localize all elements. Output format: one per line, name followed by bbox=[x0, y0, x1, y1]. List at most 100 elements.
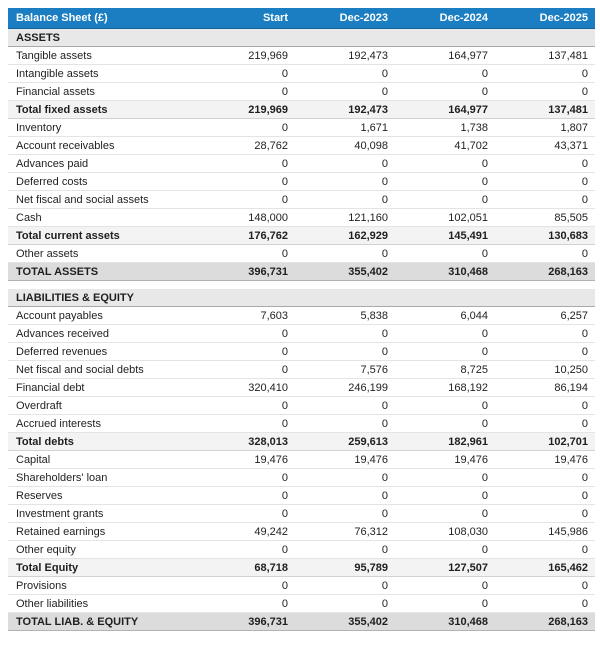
row-value: 0 bbox=[495, 540, 595, 559]
table-row: Deferred revenues 0 0 0 0 bbox=[8, 342, 595, 361]
row-value: 0 bbox=[295, 244, 395, 263]
row-value: 0 bbox=[295, 468, 395, 487]
table-row: Retained earnings 49,242 76,312 108,030 145,… bbox=[8, 522, 595, 541]
row-value: 40,098 bbox=[295, 136, 395, 155]
row-value: 7,603 bbox=[195, 306, 295, 325]
row-value: 0 bbox=[495, 172, 595, 191]
row-value: 10,250 bbox=[495, 360, 595, 379]
row-value: 0 bbox=[495, 64, 595, 83]
row-value: 5,838 bbox=[295, 306, 395, 325]
row-label: Tangible assets bbox=[8, 46, 195, 65]
row-value: 328,013 bbox=[195, 432, 295, 451]
row-value: 0 bbox=[495, 504, 595, 523]
row-value: 310,468 bbox=[395, 612, 495, 631]
row-value: 0 bbox=[395, 324, 495, 343]
row-value: 0 bbox=[395, 396, 495, 415]
row-value: 0 bbox=[395, 172, 495, 191]
subtotal-row: Total Equity 68,718 95,789 127,507 165,462 bbox=[8, 558, 595, 577]
row-value: 0 bbox=[495, 190, 595, 209]
row-value: 127,507 bbox=[395, 558, 495, 577]
row-value: 0 bbox=[295, 64, 395, 83]
balance-sheet-table: Balance Sheet (£) Start Dec-2023 Dec-2024 D… bbox=[8, 8, 595, 631]
row-value: 0 bbox=[495, 594, 595, 613]
row-value: 121,160 bbox=[295, 208, 395, 227]
row-value: 0 bbox=[395, 576, 495, 595]
row-value: 102,701 bbox=[495, 432, 595, 451]
row-value: 1,738 bbox=[395, 118, 495, 137]
row-value: 0 bbox=[295, 504, 395, 523]
row-value: 145,986 bbox=[495, 522, 595, 541]
row-label: Cash bbox=[8, 208, 195, 227]
row-value: 355,402 bbox=[295, 262, 395, 281]
row-value: 0 bbox=[195, 414, 295, 433]
table-row: Account payables 7,603 5,838 6,044 6,257 bbox=[8, 306, 595, 325]
row-value: 0 bbox=[195, 396, 295, 415]
row-value: 148,000 bbox=[195, 208, 295, 227]
row-value: 162,929 bbox=[295, 226, 395, 245]
row-value: 0 bbox=[495, 576, 595, 595]
table-row: Accrued interests 0 0 0 0 bbox=[8, 414, 595, 433]
row-value: 1,807 bbox=[495, 118, 595, 137]
row-value: 0 bbox=[295, 82, 395, 101]
subtotal-row: Total debts 328,013 259,613 182,961 102,701 bbox=[8, 432, 595, 451]
row-value: 168,192 bbox=[395, 378, 495, 397]
row-value: 0 bbox=[295, 190, 395, 209]
row-value: 192,473 bbox=[295, 100, 395, 119]
row-value: 0 bbox=[295, 576, 395, 595]
table-row: Advances paid 0 0 0 0 bbox=[8, 154, 595, 173]
row-value: 310,468 bbox=[395, 262, 495, 281]
row-value: 137,481 bbox=[495, 46, 595, 65]
table-row: Net fiscal and social debts 0 7,576 8,725 10… bbox=[8, 360, 595, 379]
row-label: Overdraft bbox=[8, 396, 195, 415]
row-value: 0 bbox=[295, 540, 395, 559]
row-value: 0 bbox=[395, 154, 495, 173]
row-label: Total Equity bbox=[8, 558, 195, 577]
table-row: Investment grants 0 0 0 0 bbox=[8, 504, 595, 523]
row-value: 0 bbox=[395, 594, 495, 613]
row-value: 6,044 bbox=[395, 306, 495, 325]
row-label: Provisions bbox=[8, 576, 195, 595]
section-header-row: LIABILITIES & EQUITY bbox=[8, 289, 595, 307]
row-value: 0 bbox=[495, 486, 595, 505]
row-value: 0 bbox=[395, 468, 495, 487]
row-value: 19,476 bbox=[395, 450, 495, 469]
row-label: Total current assets bbox=[8, 226, 195, 245]
row-value: 19,476 bbox=[495, 450, 595, 469]
row-value: 268,163 bbox=[495, 612, 595, 631]
row-value: 0 bbox=[195, 360, 295, 379]
section-header-label: ASSETS bbox=[8, 28, 595, 47]
row-value: 0 bbox=[295, 324, 395, 343]
row-label: Other equity bbox=[8, 540, 195, 559]
row-label: Advances received bbox=[8, 324, 195, 343]
row-value: 19,476 bbox=[295, 450, 395, 469]
row-value: 259,613 bbox=[295, 432, 395, 451]
table-row: Provisions 0 0 0 0 bbox=[8, 576, 595, 595]
row-value: 176,762 bbox=[195, 226, 295, 245]
table-row: Financial assets 0 0 0 0 bbox=[8, 82, 595, 101]
row-label: Account receivables bbox=[8, 136, 195, 155]
balance-sheet-report: Balance Sheet (£) Start Dec-2023 Dec-2024 D… bbox=[8, 8, 595, 631]
row-value: 0 bbox=[195, 118, 295, 137]
table-row: Other liabilities 0 0 0 0 bbox=[8, 594, 595, 613]
row-value: 0 bbox=[495, 82, 595, 101]
column-header-dec-2023: Dec-2023 bbox=[295, 8, 395, 29]
row-value: 41,702 bbox=[395, 136, 495, 155]
table-row: Capital 19,476 19,476 19,476 19,476 bbox=[8, 450, 595, 469]
total-row: TOTAL ASSETS 396,731 355,402 310,468 268,163 bbox=[8, 262, 595, 281]
row-value: 164,977 bbox=[395, 100, 495, 119]
row-value: 0 bbox=[495, 396, 595, 415]
row-value: 0 bbox=[395, 244, 495, 263]
row-value: 102,051 bbox=[395, 208, 495, 227]
row-value: 0 bbox=[195, 190, 295, 209]
row-label: Investment grants bbox=[8, 504, 195, 523]
row-value: 0 bbox=[195, 244, 295, 263]
row-value: 0 bbox=[195, 324, 295, 343]
row-value: 0 bbox=[495, 414, 595, 433]
table-row: Advances received 0 0 0 0 bbox=[8, 324, 595, 343]
table-row: Shareholders' loan 0 0 0 0 bbox=[8, 468, 595, 487]
row-value: 0 bbox=[195, 82, 295, 101]
row-label: Capital bbox=[8, 450, 195, 469]
table-row: Other equity 0 0 0 0 bbox=[8, 540, 595, 559]
table-row: Overdraft 0 0 0 0 bbox=[8, 396, 595, 415]
row-value: 49,242 bbox=[195, 522, 295, 541]
